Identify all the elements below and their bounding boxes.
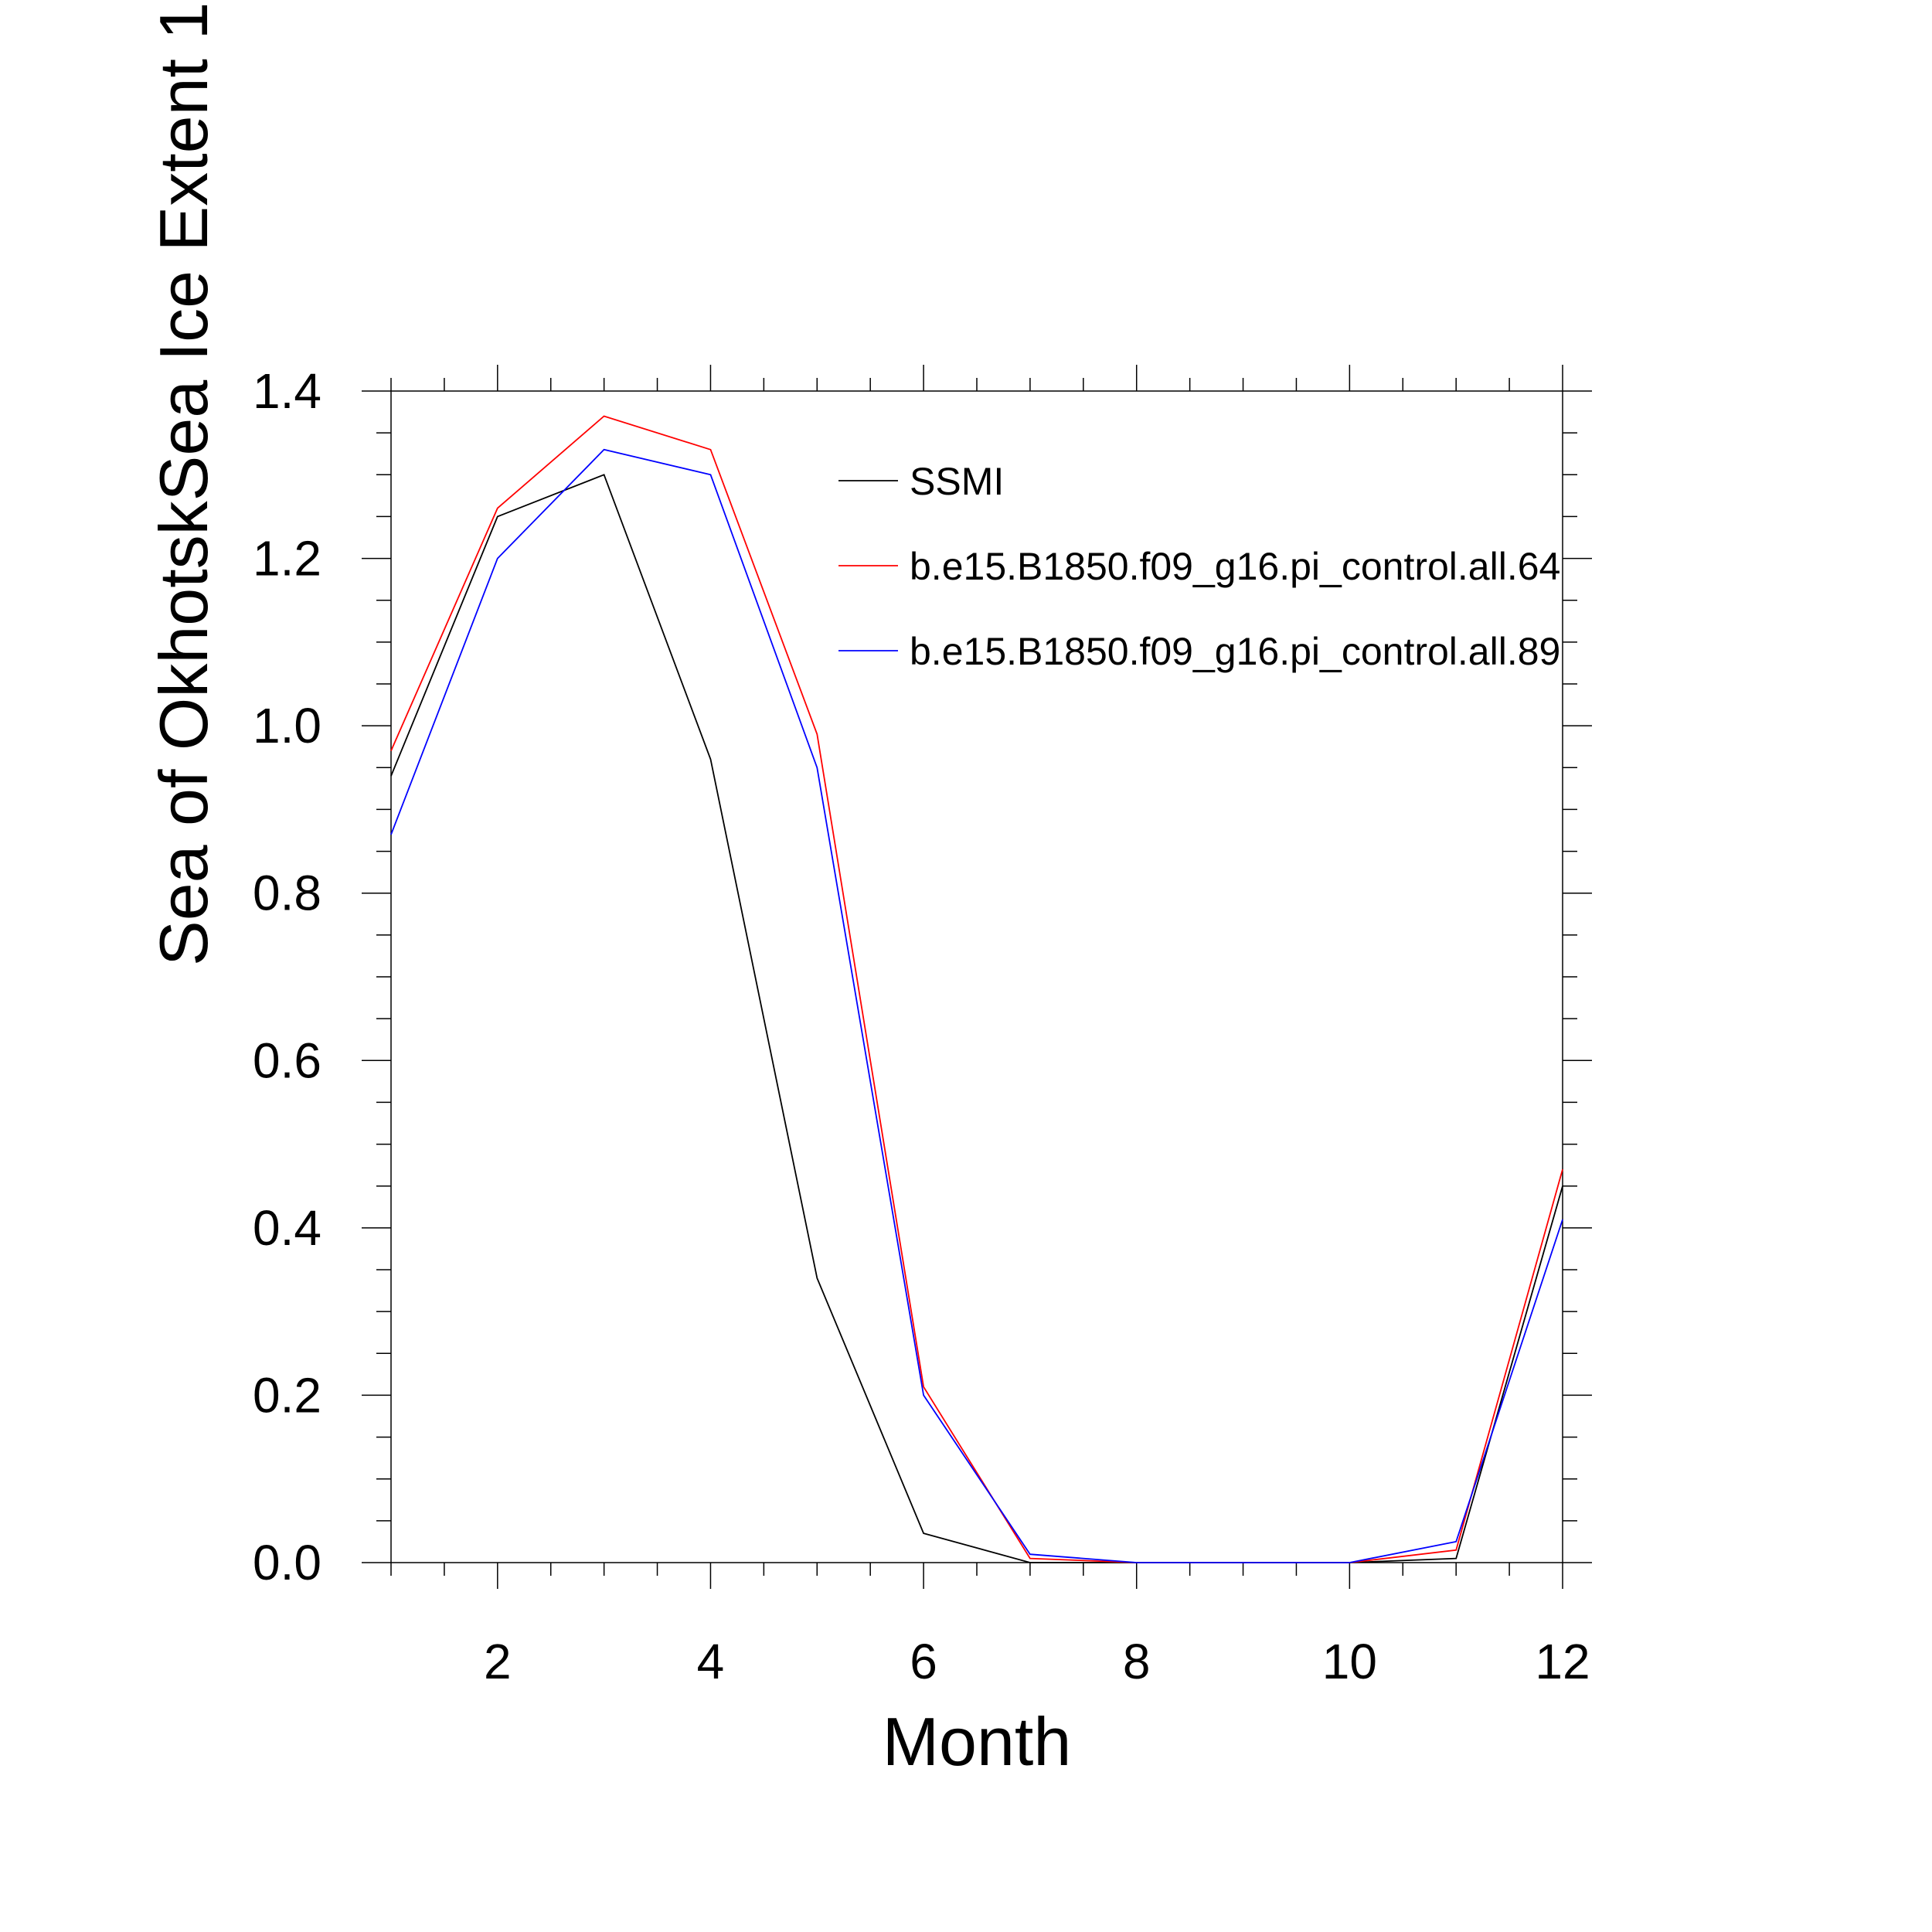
x-tick-label: 4 (697, 1634, 725, 1689)
x-tick-label: 2 (484, 1634, 512, 1689)
series-line-1 (390, 474, 1563, 1563)
series-line-2 (390, 415, 1563, 1563)
legend-label: b.e15.B1850.f09_g16.pi_control.all.64 (910, 545, 1560, 588)
y-tick-label: 0.0 (253, 1535, 321, 1590)
y-tick-label: 1.0 (253, 698, 321, 753)
y-tick-label: 0.6 (253, 1032, 321, 1088)
x-tick-label: 6 (910, 1634, 937, 1689)
x-tick-label: 10 (1322, 1634, 1377, 1689)
x-axis-title: Month (883, 1703, 1072, 1780)
y-tick-label: 0.8 (253, 866, 321, 921)
y-tick-label: 0.4 (253, 1200, 321, 1256)
legend-label: SSMI (910, 460, 1004, 503)
x-tick-label: 12 (1535, 1634, 1590, 1689)
y-axis-title-main: Sea of OkhotskSea Ice Extent 10 (145, 0, 222, 966)
y-tick-label: 0.2 (253, 1367, 321, 1423)
y-tick-label: 1.4 (253, 363, 321, 419)
y-tick-label: 1.2 (253, 531, 321, 587)
x-tick-label: 8 (1123, 1634, 1151, 1689)
series-lines (390, 415, 1563, 1563)
axes: 2 4 6 8 10 12 0.0 0.2 0.4 0.6 0.8 1.0 1.2 1.4 (253, 363, 1592, 1689)
legend-label: b.e15.B1850.f09_g16.pi_control.all.89 (910, 630, 1560, 673)
legend: SSMI b.e15.B1850.f09_g16.pi_control.all.6… (838, 460, 1560, 673)
series-line-3 (390, 448, 1563, 1563)
